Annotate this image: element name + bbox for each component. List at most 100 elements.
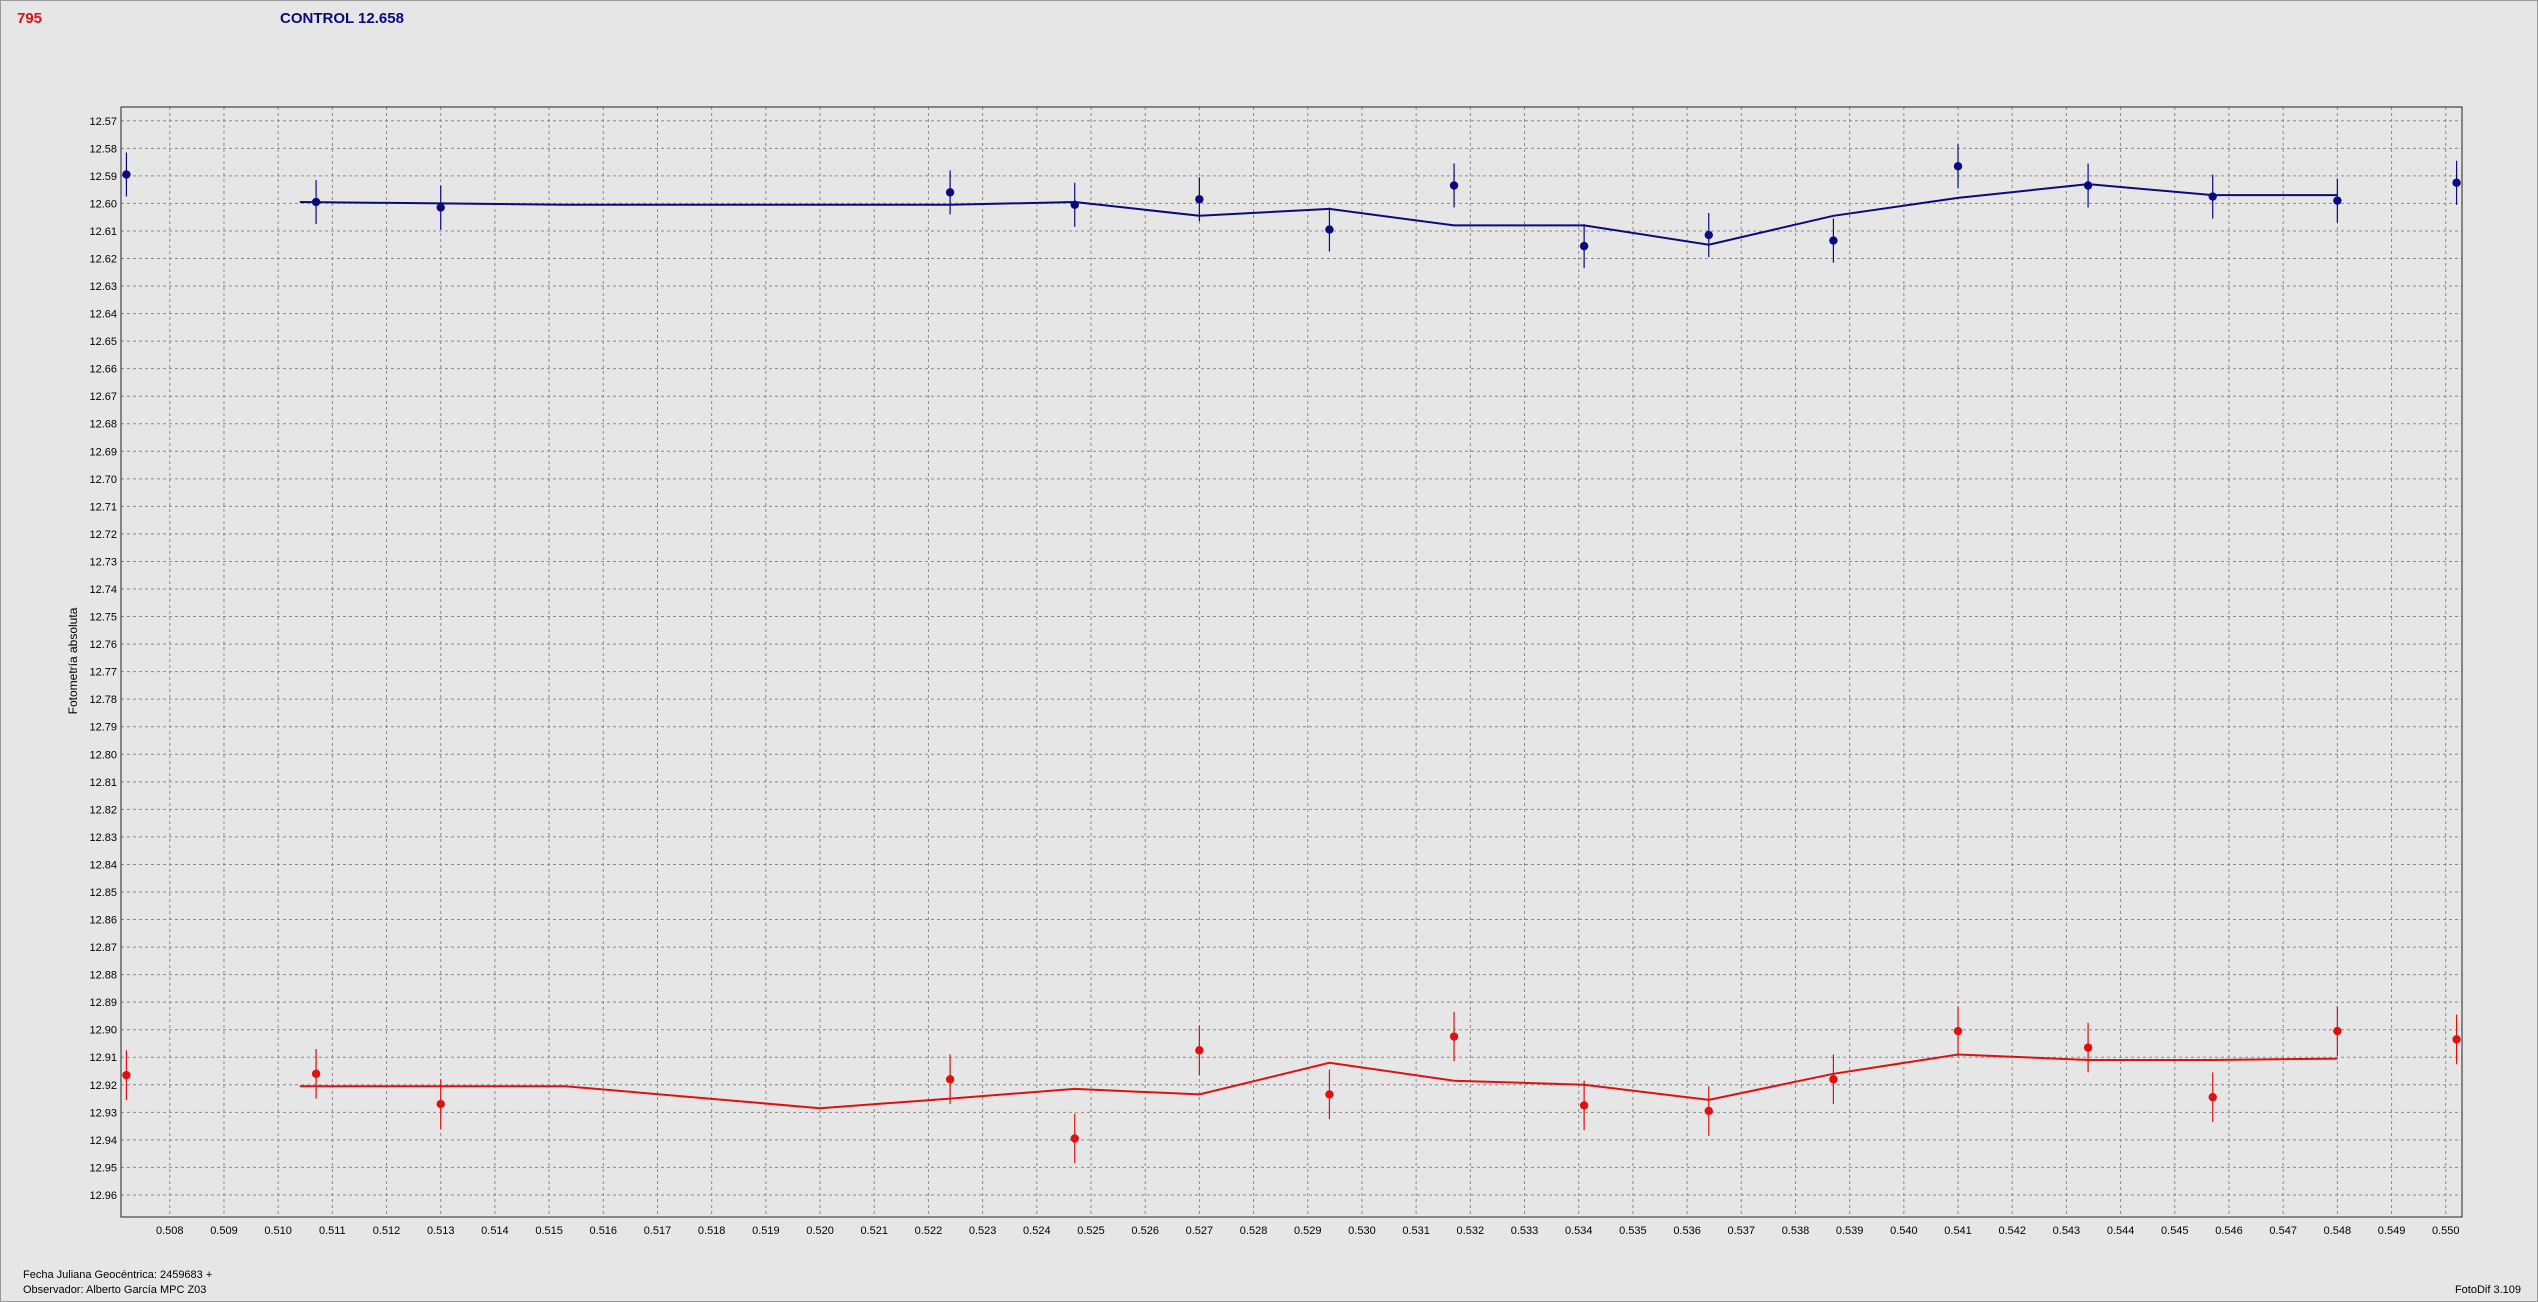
x-tick-label: 0.531 — [1402, 1225, 1430, 1237]
x-tick-label: 0.545 — [2161, 1225, 2189, 1237]
y-tick-label: 12.80 — [89, 749, 117, 761]
y-tick-label: 12.73 — [89, 556, 117, 568]
data-point — [122, 1070, 131, 1080]
data-point — [2452, 1035, 2461, 1044]
series-1-fit-line — [299, 1053, 2338, 1110]
x-tick-label: 0.548 — [2324, 1225, 2352, 1237]
x-tick-label: 0.510 — [264, 1225, 292, 1237]
data-point — [311, 1069, 321, 1078]
x-tick-label: 0.520 — [806, 1225, 834, 1237]
x-tick-label: 0.538 — [1782, 1225, 1810, 1237]
x-tick-label: 0.534 — [1565, 1225, 1593, 1237]
data-point — [1579, 241, 1589, 251]
y-tick-label: 12.64 — [89, 309, 117, 321]
x-tick-label: 0.535 — [1619, 1225, 1647, 1237]
x-tick-label: 0.541 — [1944, 1225, 1972, 1237]
data-point — [1325, 225, 1334, 234]
x-tick-label: 0.549 — [2378, 1225, 2406, 1237]
x-tick-label: 0.533 — [1511, 1225, 1539, 1237]
julian-date-label: Fecha Juliana Geocéntrica: 2459683 + — [23, 1269, 213, 1281]
y-tick-label: 12.72 — [89, 529, 117, 541]
x-tick-label: 0.518 — [698, 1225, 726, 1237]
data-point — [1195, 195, 1204, 204]
y-tick-label: 12.96 — [89, 1190, 117, 1202]
y-tick-label: 12.63 — [89, 281, 117, 293]
x-tick-label: 0.508 — [156, 1225, 184, 1237]
data-point — [2333, 196, 2342, 205]
y-tick-label: 12.81 — [89, 777, 117, 789]
series-1 — [122, 1006, 2461, 1164]
data-point — [1449, 1032, 1459, 1041]
y-axis-label: Fotometría absoluta — [66, 607, 80, 714]
y-tick-label: 12.78 — [89, 694, 117, 706]
data-point — [945, 188, 955, 197]
data-point — [2452, 178, 2461, 187]
x-tick-label: 0.540 — [1890, 1225, 1918, 1237]
x-tick-label: 0.532 — [1457, 1225, 1485, 1237]
observer-label: Observador: Alberto García MPC Z03 — [23, 1284, 207, 1296]
x-tick-label: 0.527 — [1186, 1225, 1214, 1237]
data-point — [2208, 192, 2217, 201]
x-tick-label: 0.513 — [427, 1225, 455, 1237]
x-tick-label: 0.525 — [1077, 1225, 1105, 1237]
y-tick-label: 12.58 — [89, 143, 117, 155]
y-tick-label: 12.83 — [89, 832, 117, 844]
data-point — [436, 203, 445, 212]
y-tick-label: 12.94 — [89, 1135, 117, 1147]
x-tick-label: 0.517 — [644, 1225, 672, 1237]
data-point — [2083, 1043, 2093, 1052]
y-tick-label: 12.86 — [89, 915, 117, 927]
y-tick-label: 12.92 — [89, 1080, 117, 1092]
y-tick-label: 12.65 — [89, 336, 117, 348]
data-point — [1829, 1075, 1838, 1084]
y-tick-label: 12.85 — [89, 887, 117, 899]
x-tick-label: 0.516 — [590, 1225, 618, 1237]
x-tick-label: 0.542 — [1998, 1225, 2026, 1237]
y-tick-label: 12.88 — [89, 970, 117, 982]
data-point — [2083, 181, 2093, 190]
data-point — [1704, 1106, 1713, 1116]
data-point — [2333, 1026, 2342, 1036]
data-point — [1829, 236, 1838, 245]
y-tick-label: 12.71 — [89, 501, 117, 513]
data-point — [1704, 230, 1713, 240]
x-tick-label: 0.537 — [1728, 1225, 1756, 1237]
x-tick-label: 0.526 — [1131, 1225, 1159, 1237]
y-tick-label: 12.76 — [89, 639, 117, 651]
data-point — [1953, 162, 1963, 171]
x-tick-label: 0.514 — [481, 1225, 509, 1237]
grid-lines — [121, 107, 2462, 1217]
x-tick-label: 0.544 — [2107, 1225, 2135, 1237]
data-point — [1579, 1101, 1589, 1110]
data-point — [2208, 1092, 2217, 1102]
y-tick-label: 12.62 — [89, 253, 117, 265]
y-tick-label: 12.95 — [89, 1162, 117, 1174]
y-tick-label: 12.79 — [89, 722, 117, 734]
x-tick-label: 0.523 — [969, 1225, 997, 1237]
x-tick-label: 0.543 — [2053, 1225, 2081, 1237]
data-point — [1953, 1026, 1963, 1036]
y-tick-label: 12.87 — [89, 942, 117, 954]
x-tick-label: 0.536 — [1673, 1225, 1701, 1237]
y-tick-label: 12.74 — [89, 584, 117, 596]
software-version: FotoDif 3.109 — [2454, 1284, 2521, 1296]
data-point — [1325, 1090, 1334, 1099]
x-tick-label: 0.522 — [915, 1225, 943, 1237]
data-point — [1449, 181, 1459, 190]
x-tick-label: 0.509 — [210, 1225, 238, 1237]
y-tick-label: 12.66 — [89, 364, 117, 376]
x-tick-label: 0.547 — [2269, 1225, 2297, 1237]
data-point — [945, 1075, 955, 1084]
y-tick-label: 12.68 — [89, 419, 117, 431]
data-point — [311, 197, 321, 207]
x-tick-label: 0.539 — [1836, 1225, 1864, 1237]
x-tick-label: 0.521 — [860, 1225, 888, 1237]
data-point — [436, 1099, 445, 1109]
x-tick-label: 0.546 — [2215, 1225, 2243, 1237]
data-point — [122, 170, 131, 179]
series-0-fit-line — [299, 183, 2338, 246]
y-tick-label: 12.77 — [89, 667, 117, 679]
plot-area-border — [120, 106, 2463, 1218]
